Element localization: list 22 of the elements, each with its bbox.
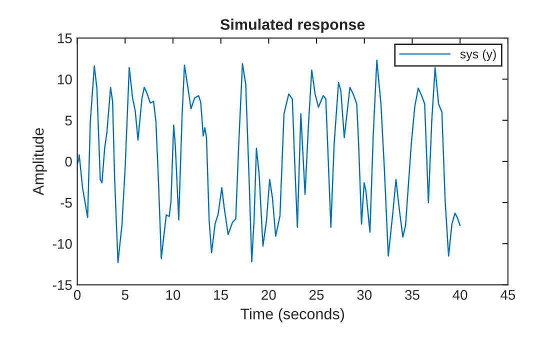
x-axis-title: Time (seconds) [240, 308, 344, 322]
y-tick-label: 15 [58, 34, 72, 44]
y-tick-label: 0 [65, 156, 72, 167]
legend-label: sys (y) [460, 49, 496, 61]
y-tick-label: -5 [60, 198, 72, 208]
x-tick-label: 0 [74, 290, 81, 300]
y-tick-label: 10 [58, 74, 72, 84]
x-tick-label: 20 [262, 290, 276, 300]
x-tick-label: 45 [500, 290, 516, 300]
x-tick-label: 5 [122, 290, 128, 300]
y-tick-label: -15 [52, 280, 72, 290]
x-tick-label: 15 [214, 290, 228, 300]
y-axis-title: Amplitude [32, 128, 47, 196]
y-tick-label: 5 [65, 116, 72, 126]
x-tick-label: 30 [357, 290, 372, 300]
x-tick-label: 25 [310, 290, 324, 300]
x-tick-label: 40 [452, 290, 468, 300]
x-tick-label: 10 [166, 290, 180, 300]
y-tick-label: -10 [52, 238, 72, 249]
chart-title: Simulated response [220, 18, 365, 33]
x-tick-label: 35 [405, 290, 420, 300]
line-series [77, 60, 461, 264]
